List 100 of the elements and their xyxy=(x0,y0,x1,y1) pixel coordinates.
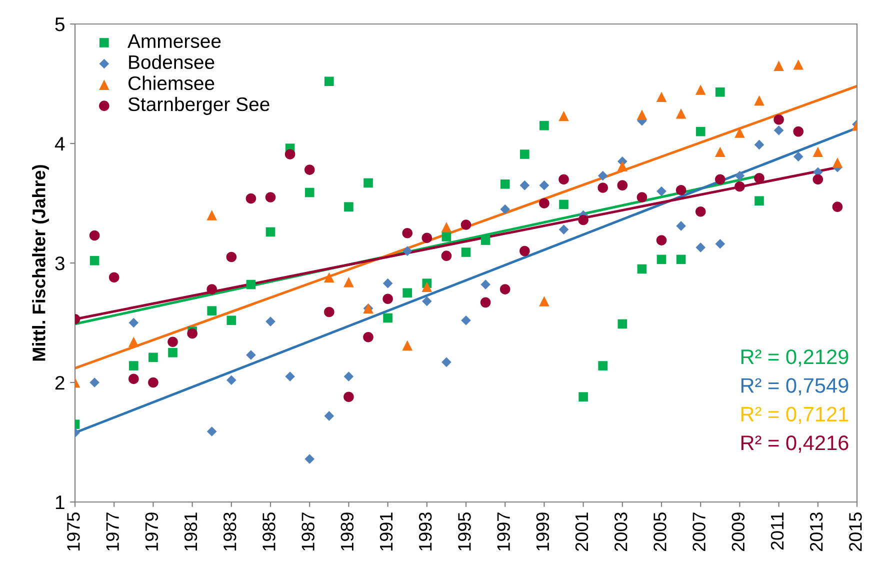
point xyxy=(226,316,236,326)
point xyxy=(148,377,158,388)
point xyxy=(636,110,648,120)
point xyxy=(558,224,569,234)
point xyxy=(206,284,217,294)
x-tick-label: 2005 xyxy=(654,512,666,551)
annotation: R² = 0,4216 xyxy=(741,435,848,453)
point xyxy=(832,157,843,168)
point xyxy=(793,152,804,162)
x-tick-label: 2013 xyxy=(810,512,823,551)
point xyxy=(441,222,452,232)
point xyxy=(812,174,824,184)
point xyxy=(442,232,452,242)
point xyxy=(304,188,314,198)
point xyxy=(480,236,490,245)
x-tick-label: 1979 xyxy=(145,512,158,551)
point xyxy=(128,374,139,384)
point xyxy=(715,174,726,184)
point xyxy=(598,182,608,193)
x-tick-label: 1977 xyxy=(106,512,119,551)
x-tick-label: 1989 xyxy=(340,512,354,551)
point xyxy=(422,282,432,292)
point xyxy=(715,87,725,97)
y-axis-title: Mittl. Fischalter (Jahre) xyxy=(32,165,49,361)
point xyxy=(442,357,452,368)
point xyxy=(598,170,608,181)
point xyxy=(266,316,276,326)
x-tick-label: 2015 xyxy=(849,512,862,551)
point xyxy=(168,348,178,358)
point xyxy=(422,296,432,306)
point xyxy=(324,76,334,86)
point xyxy=(539,180,550,190)
point xyxy=(402,340,412,351)
point xyxy=(382,278,393,288)
point xyxy=(754,95,764,106)
point xyxy=(461,315,471,326)
y-tick-label: 2 xyxy=(55,376,64,390)
point xyxy=(774,114,784,125)
point xyxy=(108,272,120,282)
point xyxy=(676,254,686,264)
annotation: R² = 0,2129 xyxy=(741,349,848,367)
point xyxy=(617,161,628,172)
point xyxy=(734,128,745,138)
x-tick-label: 1975 xyxy=(67,512,80,551)
point xyxy=(578,392,588,402)
point xyxy=(637,264,647,274)
point xyxy=(441,250,452,261)
point xyxy=(168,336,178,348)
point xyxy=(206,210,217,220)
y-tick-label: 4 xyxy=(54,137,65,151)
point xyxy=(558,110,569,122)
point xyxy=(734,181,745,192)
x-tick-label: 2007 xyxy=(692,512,706,551)
annotation: R² = 0,7549 xyxy=(741,378,848,396)
point xyxy=(266,227,276,237)
point xyxy=(598,361,608,370)
point xyxy=(832,202,843,212)
point xyxy=(812,146,824,158)
point xyxy=(265,192,276,202)
point xyxy=(656,92,667,102)
y-tick-label: 5 xyxy=(55,18,64,32)
point xyxy=(618,319,628,329)
x-tick-label: 2011 xyxy=(770,512,784,550)
point xyxy=(695,206,706,217)
point xyxy=(128,318,139,328)
point xyxy=(364,178,373,188)
point xyxy=(402,228,412,238)
y-tick-label: 3 xyxy=(55,256,64,270)
x-tick-label: 1981 xyxy=(184,512,198,551)
point xyxy=(128,361,138,370)
point xyxy=(676,221,686,231)
annotation: R² = 0,7121 xyxy=(741,406,848,424)
legend-label: Ammersee xyxy=(128,34,221,48)
point xyxy=(793,59,804,70)
point xyxy=(246,280,256,290)
point xyxy=(128,336,139,348)
point xyxy=(402,288,412,298)
x-tick-label: 1991 xyxy=(380,512,393,551)
x-tick-label: 1993 xyxy=(418,512,432,551)
point xyxy=(520,150,530,159)
point xyxy=(656,235,667,246)
point xyxy=(636,192,648,202)
point xyxy=(500,284,510,294)
point xyxy=(754,196,764,206)
point xyxy=(460,220,472,230)
point xyxy=(422,232,432,244)
legend-label: Starnberger See xyxy=(128,96,270,115)
point xyxy=(324,272,334,282)
point xyxy=(539,198,550,208)
x-tick-label: 1997 xyxy=(497,512,510,551)
point xyxy=(617,180,628,190)
point xyxy=(402,246,412,256)
x-tick-label: 1987 xyxy=(302,512,314,551)
x-tick-label: 2001 xyxy=(575,512,588,551)
point xyxy=(226,252,237,262)
point xyxy=(656,254,666,264)
x-tick-label: 2009 xyxy=(732,512,745,551)
point xyxy=(480,280,490,290)
point xyxy=(754,140,764,150)
point xyxy=(148,352,158,362)
